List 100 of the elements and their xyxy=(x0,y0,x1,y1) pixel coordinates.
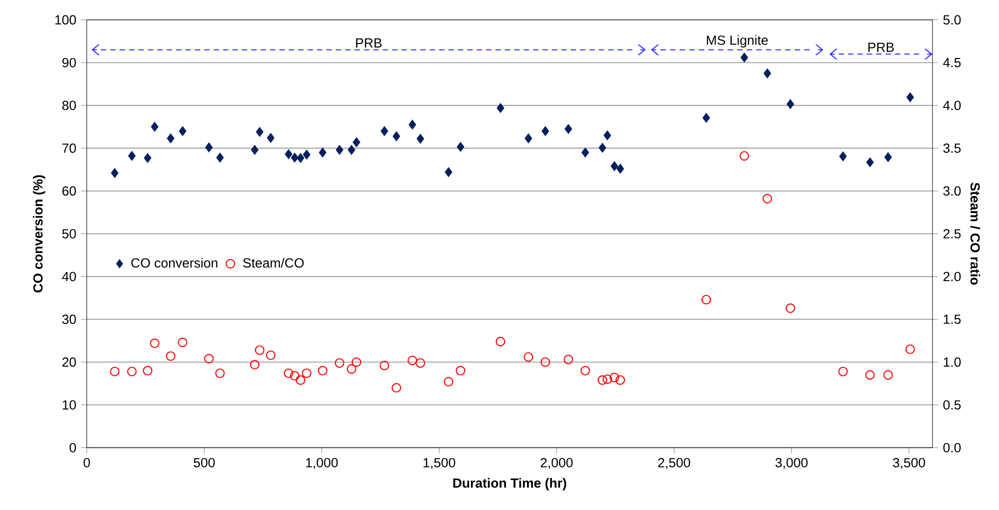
point xyxy=(150,122,158,132)
point xyxy=(290,152,298,162)
point xyxy=(524,352,534,362)
point xyxy=(251,145,258,155)
point xyxy=(166,133,174,144)
point xyxy=(540,357,550,367)
y-tick-label: 90 xyxy=(62,58,76,68)
point xyxy=(178,126,186,136)
point xyxy=(352,357,362,367)
point xyxy=(524,133,532,144)
point xyxy=(839,151,847,161)
point xyxy=(444,376,454,386)
x-tick-label: 2,500 xyxy=(658,458,690,469)
y-tick-label: 0 xyxy=(70,442,76,452)
x-tick-label: 3,500 xyxy=(892,458,926,469)
annotation: MS Lignite xyxy=(706,35,768,48)
x-tick-label: 2,000 xyxy=(540,458,573,469)
point xyxy=(296,375,306,385)
y2-tick-label: 4.5 xyxy=(943,58,961,68)
y-tick-label: 80 xyxy=(62,100,76,110)
point xyxy=(302,150,310,160)
point xyxy=(604,130,612,140)
legend-label: Steam/CO xyxy=(243,258,304,268)
annotation: PRB xyxy=(356,38,382,48)
point xyxy=(582,148,589,158)
y-tick-label: 40 xyxy=(62,272,76,282)
y2-tick-label: 2.0 xyxy=(943,272,961,282)
point xyxy=(496,336,506,346)
point xyxy=(128,151,136,161)
y-tick-label: 30 xyxy=(62,314,76,324)
point xyxy=(290,370,300,380)
x-tick-label: 0 xyxy=(84,458,90,468)
point xyxy=(352,137,360,147)
x-tick-label: 1,500 xyxy=(424,458,456,469)
point xyxy=(444,167,452,177)
point xyxy=(296,153,304,163)
point xyxy=(905,344,915,354)
y2-tick-label: 1.5 xyxy=(944,314,961,324)
point xyxy=(865,370,875,380)
point xyxy=(786,99,794,109)
point xyxy=(702,112,710,122)
point xyxy=(380,360,390,370)
point xyxy=(701,294,712,304)
point xyxy=(762,194,772,204)
point xyxy=(254,345,264,355)
point xyxy=(336,145,344,155)
point xyxy=(204,354,214,364)
point xyxy=(144,153,152,163)
y-tick-label: 50 xyxy=(62,228,76,238)
point xyxy=(456,366,466,376)
point xyxy=(542,126,550,136)
point xyxy=(111,168,118,178)
point xyxy=(496,103,504,113)
point xyxy=(267,133,274,143)
annotation: PRB xyxy=(868,42,894,52)
point xyxy=(250,360,260,370)
y2-tick-label: 2.5 xyxy=(943,228,961,238)
point xyxy=(884,152,892,162)
point xyxy=(740,52,748,62)
point xyxy=(178,338,188,348)
point xyxy=(906,92,914,102)
y2-tick-label: 4.0 xyxy=(943,100,961,110)
point xyxy=(205,142,213,152)
point xyxy=(416,134,424,144)
point xyxy=(284,149,292,159)
point xyxy=(392,131,400,141)
point xyxy=(334,358,344,368)
point xyxy=(616,164,624,174)
y-axis-title: CO conversion (%) xyxy=(32,175,46,292)
point xyxy=(564,124,572,134)
point xyxy=(598,142,606,152)
point xyxy=(215,368,225,378)
point xyxy=(266,350,276,360)
point xyxy=(318,366,328,376)
y2-tick-label: 0.5 xyxy=(943,400,961,410)
point xyxy=(610,161,618,171)
point xyxy=(256,127,264,137)
legend-label: CO conversion xyxy=(131,258,218,268)
y2-tick-label: 3.0 xyxy=(943,186,961,196)
point xyxy=(380,126,388,136)
point xyxy=(598,375,608,385)
point xyxy=(740,151,750,161)
point xyxy=(127,366,137,376)
y2-tick-label: 1.0 xyxy=(944,357,961,367)
y2-tick-label: 5.0 xyxy=(943,15,961,24)
point xyxy=(408,120,416,130)
x-tick-label: 1,000 xyxy=(306,458,338,469)
x-axis-title: Duration Time (hr) xyxy=(453,478,566,490)
point xyxy=(610,372,620,382)
y-tick-label: 70 xyxy=(62,143,76,153)
y-tick-label: 10 xyxy=(62,400,76,410)
point xyxy=(602,374,612,384)
x-tick-label: 3,000 xyxy=(775,458,808,469)
point xyxy=(392,382,402,392)
point xyxy=(348,145,356,155)
point xyxy=(318,148,326,158)
point xyxy=(166,351,176,361)
point xyxy=(580,366,590,376)
point xyxy=(346,364,356,374)
y-tick-label: 60 xyxy=(62,186,76,196)
